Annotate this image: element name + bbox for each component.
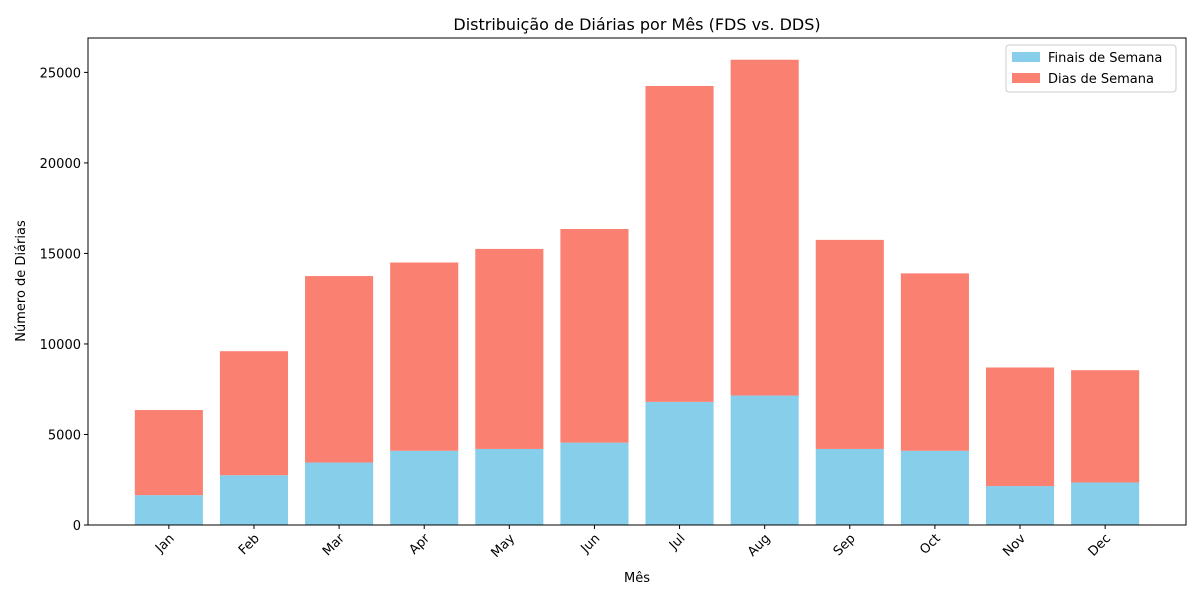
chart-title: Distribuição de Diárias por Mês (FDS vs.… [453,15,820,34]
x-tick-label: Apr [407,531,434,558]
legend-swatch [1012,52,1040,62]
bar-apr-series-2 [390,262,459,451]
plot-frame [87,37,1187,526]
x-tick-label: Feb [236,531,263,558]
legend-label: Finais de Semana [1048,51,1162,66]
bar-may-series-1 [475,448,544,525]
x-tick-label: Aug [745,531,774,560]
bar-dec-series-1 [1071,482,1140,525]
bar-mar-series-2 [305,276,374,463]
legend-label: Dias de Semana [1048,72,1154,87]
bar-apr-series-1 [390,450,459,525]
y-tick-label: 15000 [40,247,81,262]
x-tick-label: Jul [666,531,688,553]
y-tick-label: 25000 [40,66,81,81]
y-tick-label: 5000 [48,428,81,443]
bar-jul-series-2 [645,85,714,402]
x-tick-label: May [489,531,519,561]
bar-oct-series-1 [900,450,969,525]
bar-nov-series-1 [985,486,1055,525]
bar-jan-series-1 [134,495,203,525]
bar-sep-series-2 [815,239,884,449]
bar-may-series-2 [475,248,544,449]
x-tick-label: Mar [320,531,348,559]
y-tick-label: 10000 [40,338,81,353]
bar-jul-series-1 [645,401,714,525]
bar-aug-series-1 [730,395,799,525]
legend-swatch [1012,73,1040,83]
bar-dec-series-2 [1071,370,1140,483]
x-axis-ticks: Jan Feb Mar Apr May Jun Jul Aug Sep Oct Nov Dec [152,525,1114,561]
y-axis-label: Número de Diárias [14,220,29,342]
x-tick-label: Dec [1086,531,1114,559]
bar-nov-series-2 [985,367,1055,487]
y-axis-ticks: 0 5000 10000 15000 20000 25000 [40,66,88,534]
bar-jun-series-1 [560,442,629,525]
bar-mar-series-1 [305,462,374,525]
x-tick-label: Nov [1000,531,1029,560]
x-tick-label: Jan [152,531,177,556]
bar-aug-series-2 [730,59,799,396]
bar-jan-series-2 [134,410,203,496]
x-tick-label: Sep [831,531,859,559]
bar-sep-series-1 [815,448,884,525]
x-tick-label: Oct [917,531,944,558]
legend-frame [1005,44,1177,93]
bar-oct-series-2 [900,273,969,451]
x-axis-label: Mês [624,571,650,586]
y-tick-label: 20000 [40,157,81,172]
y-tick-label: 0 [73,519,81,534]
bar-feb-series-1 [219,475,289,525]
bar-jun-series-2 [560,228,629,443]
x-tick-label: Jun [578,531,604,557]
bars-group [134,59,1140,525]
bar-feb-series-2 [219,351,289,476]
legend: Finais de Semana Dias de Semana [1005,44,1177,93]
